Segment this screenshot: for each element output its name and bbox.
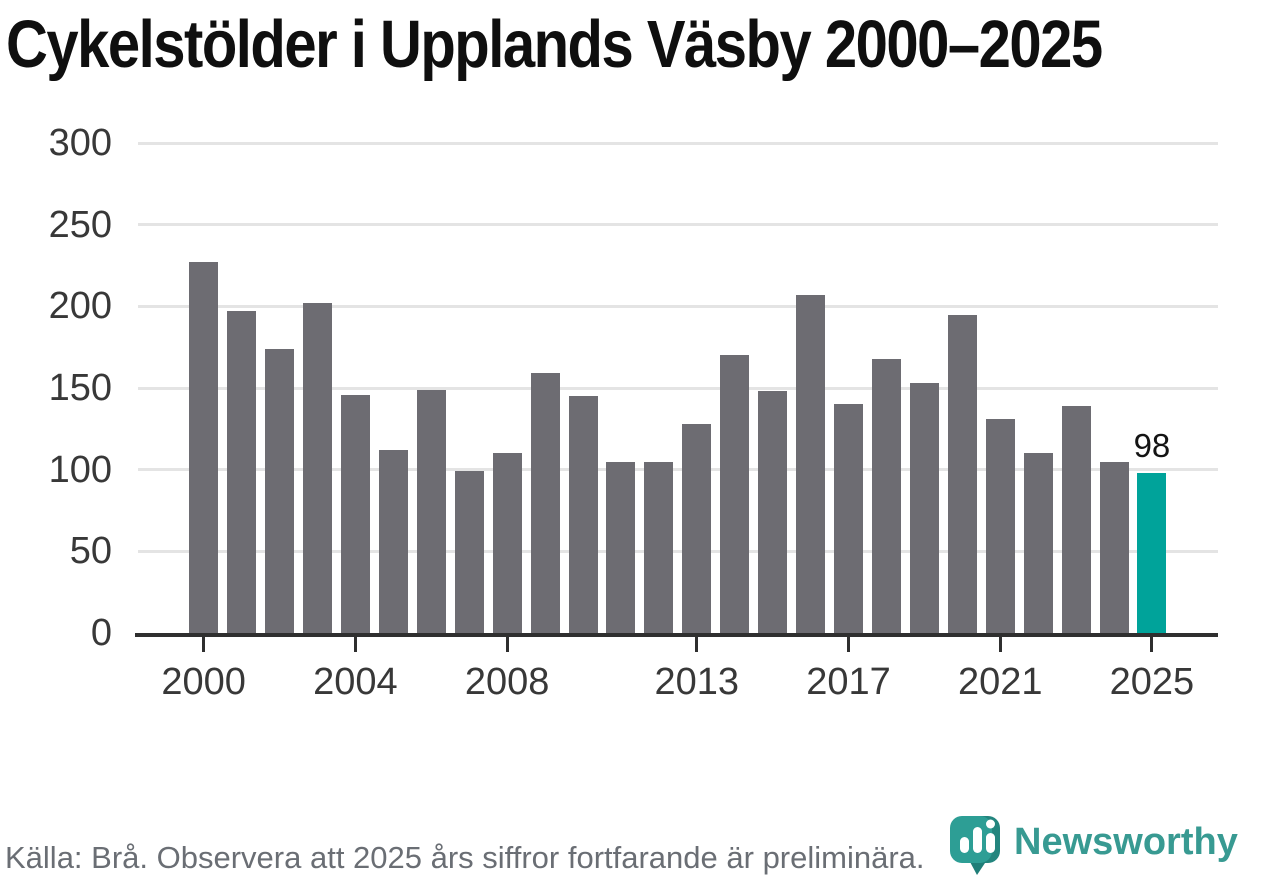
bar-2021 — [985, 419, 1015, 633]
bar-2002 — [265, 348, 295, 633]
x-axis-label-2021: 2021 — [957, 661, 1043, 703]
y-axis-label-250: 250 — [48, 203, 112, 246]
bar-2001 — [227, 311, 257, 633]
x-axis-tick-2025 — [1150, 637, 1154, 652]
gridline-150 — [138, 386, 1218, 390]
x-axis-label-2008: 2008 — [464, 661, 550, 703]
gridline-200 — [138, 304, 1218, 308]
chart-title: Cykelstölder i Upplands Väsby 2000–2025 — [6, 7, 1103, 82]
x-axis-label-2000: 2000 — [161, 661, 246, 703]
x-axis-tick-2017 — [847, 637, 850, 652]
y-axis-label-200: 200 — [48, 285, 112, 328]
bar-2020 — [947, 314, 977, 633]
bar-2004 — [340, 394, 370, 633]
bar-2018 — [871, 358, 901, 633]
newsworthy-speech-bubble-bar-chart-icon — [950, 816, 1000, 875]
y-axis-label-0: 0 — [90, 612, 112, 654]
bar-2017 — [834, 404, 863, 633]
bar-2013 — [682, 423, 712, 633]
x-axis-tick-2000 — [202, 637, 206, 652]
bar-2024 — [1099, 461, 1129, 633]
bar-2009 — [530, 373, 560, 633]
x-axis-label-2013: 2013 — [654, 661, 740, 703]
bar-2016 — [796, 294, 826, 633]
bar-2000 — [189, 262, 219, 633]
newsworthy-logo-text: Newsworthy — [1014, 821, 1238, 863]
x-axis-tick-2013 — [695, 637, 699, 652]
bar-2003 — [302, 303, 332, 633]
bar-2025-highlighted — [1137, 472, 1167, 633]
y-axis-label-50: 50 — [69, 530, 112, 573]
x-axis-tick-2008 — [505, 637, 509, 652]
x-axis-label-2025: 2025 — [1109, 661, 1195, 703]
x-axis-tick-2004 — [353, 637, 357, 652]
x-axis-tick-2021 — [998, 637, 1002, 652]
bar-2006 — [416, 389, 446, 633]
x-axis-line — [135, 633, 1218, 637]
y-axis-label-300: 300 — [48, 122, 112, 164]
x-axis-label-2017: 2017 — [806, 661, 891, 703]
bar-2019 — [909, 383, 939, 633]
gridline-250 — [138, 223, 1218, 227]
bar-2010 — [568, 396, 598, 633]
bar-2007 — [454, 471, 484, 633]
bar-2015 — [758, 391, 788, 633]
bar-2022 — [1023, 453, 1053, 633]
bar-2008 — [492, 453, 522, 633]
gridline-100 — [138, 468, 1218, 472]
bar-2012 — [644, 461, 674, 633]
bar-2005 — [378, 450, 408, 633]
y-axis-label-150: 150 — [48, 367, 112, 409]
bar-2023 — [1061, 405, 1091, 633]
gridline-50 — [138, 549, 1218, 553]
highlighted-bar-value-label: 98 — [1133, 426, 1171, 464]
bar-2014 — [720, 355, 750, 633]
source-note: Källa: Brå. Observera att 2025 års siffr… — [5, 840, 925, 875]
x-axis-label-2004: 2004 — [313, 661, 398, 703]
y-axis-label-100: 100 — [48, 448, 112, 491]
gridline-300 — [138, 141, 1218, 145]
bar-2011 — [606, 461, 636, 633]
